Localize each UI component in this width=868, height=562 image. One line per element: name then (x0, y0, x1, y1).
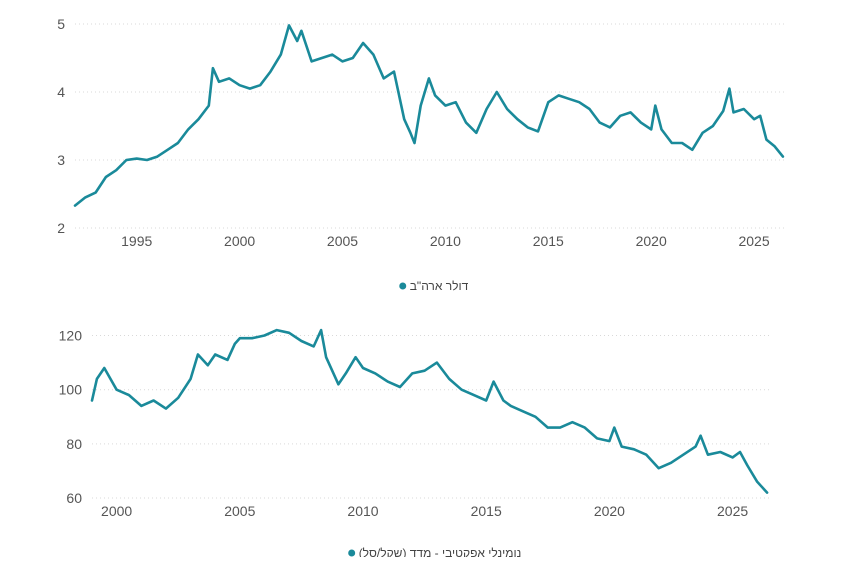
x-tick-label: 2005 (224, 503, 255, 519)
x-tick-label: 2025 (717, 503, 748, 519)
chart-nominal-effective-index: 60 80 100 120 2000 2005 2010 2015 2020 2025 נומינל… (59, 328, 772, 560)
y-tick-label: 100 (59, 382, 83, 398)
legend-label: נומינלי אפקטיבי - מדד (שקל/סל) (359, 546, 522, 557)
y-tick-label: 3 (57, 152, 65, 168)
legend-marker (348, 549, 356, 557)
y-tick-label: 5 (57, 16, 65, 32)
y-tick-label: 120 (59, 328, 83, 344)
chart-usd-exchange-rate: 2 3 4 5 1995 2000 2005 2010 2015 2020 2025 דולר ארה… (57, 16, 787, 293)
legend-label: דולר ארה"ב (410, 279, 469, 293)
x-tick-label: 2000 (101, 503, 132, 519)
y-tick-label: 2 (57, 220, 65, 236)
y-tick-label: 60 (66, 490, 82, 506)
x-tick-label: 2010 (430, 233, 461, 249)
x-tick-label: 2025 (738, 233, 769, 249)
x-tick-label: 2020 (594, 503, 625, 519)
y-tick-label: 4 (57, 84, 65, 100)
x-tick-label: 2000 (224, 233, 255, 249)
y-tick-label: 80 (66, 436, 82, 452)
x-tick-label: 2010 (347, 503, 378, 519)
series-line (90, 328, 769, 494)
x-tick-label: 2015 (471, 503, 502, 519)
x-tick-label: 2005 (327, 233, 358, 249)
legend-marker (399, 282, 407, 290)
x-tick-label: 1995 (121, 233, 152, 249)
x-tick-label: 2015 (533, 233, 564, 249)
series-line (73, 24, 785, 207)
x-tick-label: 2020 (636, 233, 667, 249)
